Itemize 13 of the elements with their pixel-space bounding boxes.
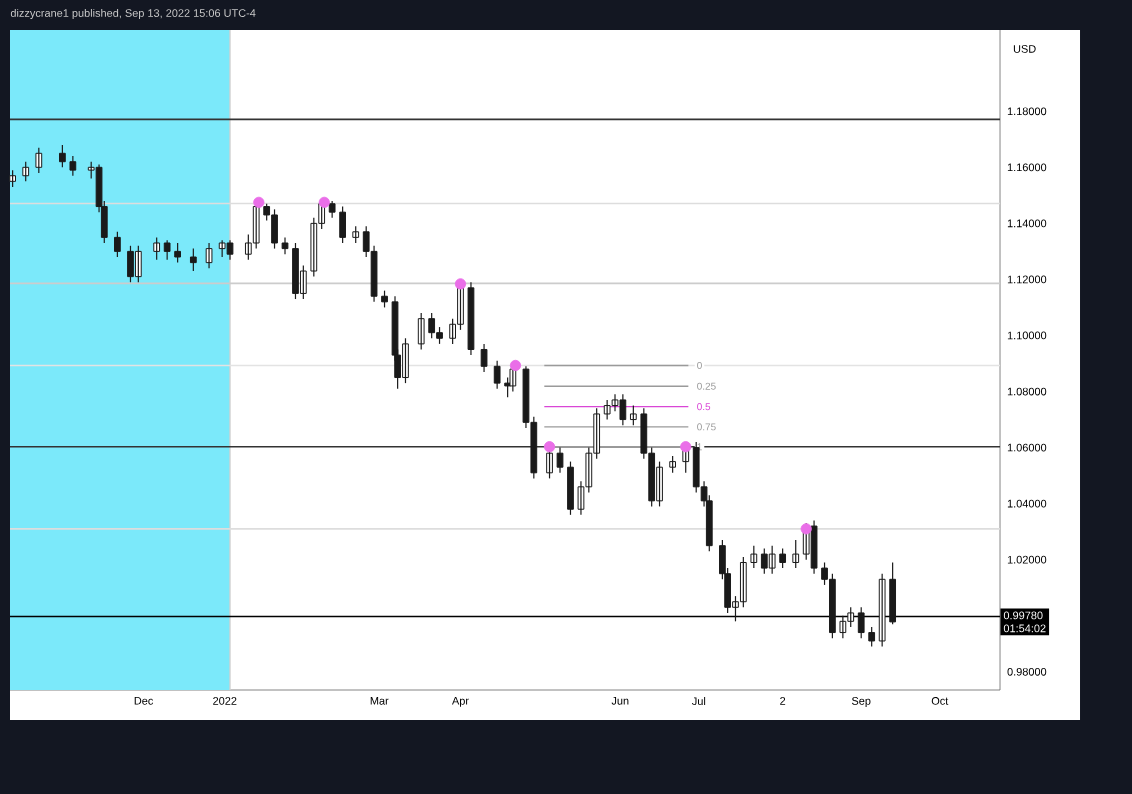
candlestick bbox=[153, 236, 161, 261]
candlestick bbox=[189, 247, 197, 272]
candlestick bbox=[226, 239, 234, 261]
point bbox=[680, 441, 692, 453]
candlestick bbox=[760, 547, 768, 575]
point bbox=[509, 359, 522, 372]
point bbox=[318, 196, 330, 208]
point bbox=[253, 196, 265, 208]
candlestick bbox=[35, 147, 43, 174]
point bbox=[454, 278, 467, 290]
candlestick bbox=[792, 539, 800, 569]
point bbox=[543, 441, 556, 453]
point bbox=[800, 523, 812, 535]
